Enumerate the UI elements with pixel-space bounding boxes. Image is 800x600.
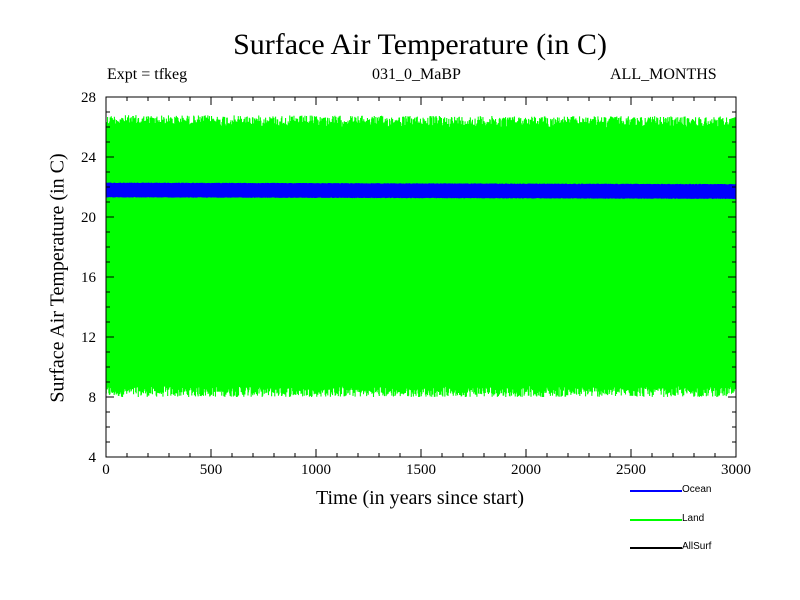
x-tick-label: 1500 bbox=[406, 462, 436, 478]
y-axis-label: Surface Air Temperature (in C) bbox=[46, 153, 69, 403]
experiment-label: Expt = tfkeg bbox=[107, 66, 188, 83]
x-tick-label: 3000 bbox=[721, 462, 751, 478]
chart-title: Surface Air Temperature (in C) bbox=[233, 28, 607, 61]
y-tick-label: 8 bbox=[89, 390, 97, 406]
y-tick-label: 12 bbox=[81, 330, 96, 346]
months-label: ALL_MONTHS bbox=[610, 66, 717, 83]
y-tick-label: 28 bbox=[81, 90, 96, 106]
y-tick-label: 16 bbox=[81, 270, 97, 286]
plot-area bbox=[106, 115, 736, 397]
y-tick-label: 24 bbox=[81, 150, 97, 166]
legend-label-allsurf: AllSurf bbox=[682, 541, 712, 552]
x-tick-label: 2000 bbox=[511, 462, 541, 478]
y-tick-label: 4 bbox=[89, 450, 97, 466]
x-tick-label: 500 bbox=[200, 462, 223, 478]
x-axis-label: Time (in years since start) bbox=[315, 487, 525, 509]
series-ocean bbox=[106, 182, 736, 200]
legend-swatch-allsurf bbox=[630, 547, 682, 549]
x-tick-label: 2500 bbox=[616, 462, 646, 478]
axis-ticks bbox=[105, 96, 737, 458]
legend-swatch-land bbox=[630, 519, 682, 521]
x-tick-label: 1000 bbox=[301, 462, 331, 478]
legend-label-land: Land bbox=[682, 513, 705, 524]
legend-swatch-ocean bbox=[630, 490, 682, 492]
legend-label-ocean: Ocean bbox=[682, 484, 712, 495]
tick-labels: 0 500 1000 1500 2000 2500 3000 4 8 12 16 20 24 28 bbox=[81, 90, 751, 478]
y-tick-label: 20 bbox=[81, 210, 96, 226]
run-label: 031_0_MaBP bbox=[372, 66, 461, 83]
series-land bbox=[106, 115, 736, 397]
x-tick-label: 0 bbox=[102, 462, 110, 478]
